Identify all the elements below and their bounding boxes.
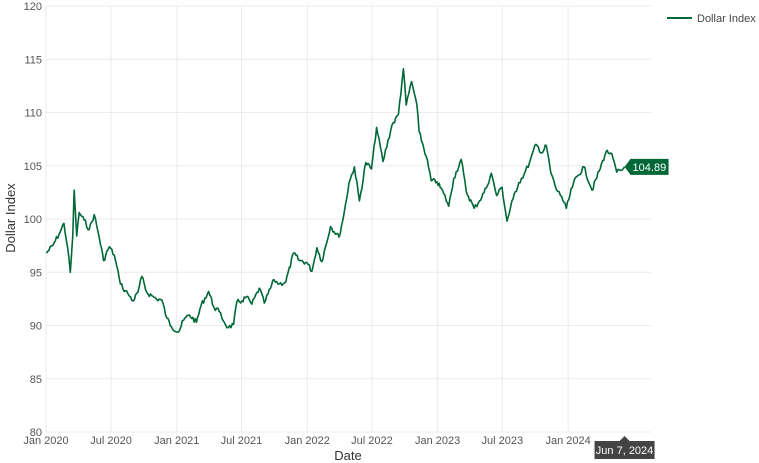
- y-axis-ticks: 80 85 90 95 100 105 110 115 120: [24, 1, 42, 439]
- y-tick-label: 95: [30, 267, 42, 279]
- legend[interactable]: Dollar Index: [667, 13, 756, 25]
- x-tick-label: Jan 2023: [415, 435, 460, 447]
- x-tick-label: Jul 2020: [90, 435, 132, 447]
- x-tick-label: Jan 2024: [545, 435, 590, 447]
- y-tick-label: 105: [24, 161, 42, 173]
- legend-label-dollar-index: Dollar Index: [697, 13, 756, 25]
- y-tick-label: 100: [24, 214, 42, 226]
- hover-date-label-background: [594, 436, 655, 459]
- y-tick-label: 80: [30, 427, 42, 439]
- y-axis-title: Dollar Index: [3, 183, 18, 253]
- y-tick-label: 115: [24, 54, 42, 66]
- x-tick-label: Jul 2023: [482, 435, 524, 447]
- y-tick-label: 120: [24, 1, 42, 13]
- last-value-label-background: [624, 158, 669, 175]
- series-layer: [45, 68, 626, 333]
- x-axis-title: Date: [334, 448, 361, 463]
- x-gridlines: [45, 6, 569, 432]
- y-tick-label: 85: [30, 374, 42, 386]
- y-gridlines: [46, 5, 651, 433]
- x-tick-label: Jan 2021: [154, 435, 199, 447]
- last-value-label: 104.89: [624, 158, 669, 175]
- y-tick-label: 90: [30, 321, 42, 333]
- y-tick-label: 110: [24, 108, 42, 120]
- x-tick-label: Jul 2022: [351, 435, 393, 447]
- x-axis-ticks: Jan 2020 Jul 2020 Jan 2021 Jul 2021 Jan 2022…: [23, 435, 590, 447]
- series-line-dollar-index: [45, 68, 626, 333]
- hover-date-label: Jun 7, 2024: [594, 436, 655, 459]
- x-tick-label: Jan 2022: [285, 435, 330, 447]
- hover-date-label-text: Jun 7, 2024: [596, 445, 654, 457]
- x-tick-label: Jul 2021: [221, 435, 263, 447]
- x-tick-label: Jan 2020: [23, 435, 68, 447]
- last-value-label-text: 104.89: [633, 162, 667, 174]
